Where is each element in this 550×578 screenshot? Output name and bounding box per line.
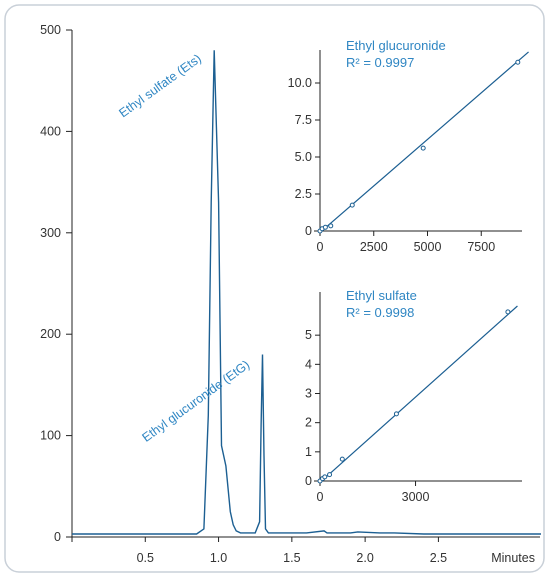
inset-etg-point: [322, 224, 328, 230]
inset-etg-y-ticks: 0 2.5 5.0 7.5 10.0: [288, 76, 320, 238]
inset-etg-y-tick-label: 10.0: [288, 76, 312, 90]
main-x-axis-label: Minutes: [491, 551, 535, 565]
main-y-tick-label: 100: [40, 429, 61, 443]
inset-etg-fit-line: [319, 51, 529, 233]
inset-etg-point: [515, 59, 521, 65]
inset-etg-point: [420, 145, 426, 151]
main-x-ticks: 0.5 1.0 1.5 2.0 2.5: [137, 537, 447, 565]
inset-etg-x-tick-label: 2500: [360, 240, 388, 254]
inset-ets-points: [317, 309, 511, 484]
main-y-tick-label: 500: [40, 23, 61, 37]
main-y-ticks: 0 100 200 300 400 500: [40, 23, 72, 544]
inset-ets-title: Ethyl sulfate: [346, 288, 417, 303]
main-y-tick-label: 200: [40, 327, 61, 341]
chromatogram-trace: [72, 50, 541, 535]
inset-ets-fit-line: [319, 305, 518, 483]
inset-etg-title: Ethyl glucuronide: [346, 38, 446, 53]
inset-etg-x-tick-label: 7500: [467, 240, 495, 254]
inset-calibration-etg: 0 2.5 5.0 7.5 10.0 0 2500 5000 7500 Ethyl glucu…: [288, 38, 529, 254]
inset-ets-y-tick-label: 5: [305, 328, 312, 342]
main-x-tick-label: 0.5: [137, 551, 154, 565]
inset-etg-y-tick-label: 7.5: [295, 113, 312, 127]
inset-etg-point: [328, 223, 334, 229]
inset-ets-y-ticks: 0 1 2 3 4 5: [305, 328, 320, 488]
inset-ets-point: [505, 309, 511, 315]
inset-ets-point: [393, 411, 399, 417]
inset-ets-y-tick-label: 4: [305, 357, 312, 371]
inset-etg-points: [317, 59, 521, 234]
inset-ets-y-tick-label: 2: [305, 416, 312, 430]
main-x-tick-label: 1.5: [283, 551, 300, 565]
inset-ets-point: [327, 472, 333, 478]
figure-frame: [4, 4, 545, 573]
main-y-tick-label: 400: [40, 124, 61, 138]
inset-ets-y-tick-label: 1: [305, 445, 312, 459]
inset-ets-r-squared: R² = 0.9998: [346, 305, 414, 320]
main-x-tick-label: 2.5: [430, 551, 447, 565]
inset-etg-r-squared: R² = 0.9997: [346, 55, 414, 70]
inset-ets-point: [322, 474, 328, 480]
inset-etg-point: [349, 202, 355, 208]
inset-calibration-ets: 0 1 2 3 4 5 0 3000 Ethyl sulfate R² = 0.9998: [305, 288, 522, 504]
inset-ets-y-tick-label: 0: [305, 474, 312, 488]
inset-ets-x-tick-label: 0: [317, 490, 324, 504]
inset-etg-x-tick-label: 5000: [414, 240, 442, 254]
inset-etg-y-tick-label: 2.5: [295, 187, 312, 201]
main-x-tick-label: 2.0: [356, 551, 373, 565]
main-y-tick-label: 300: [40, 226, 61, 240]
inset-etg-y-tick-label: 0: [305, 224, 312, 238]
inset-etg-y-tick-label: 5.0: [295, 150, 312, 164]
inset-ets-y-tick-label: 3: [305, 387, 312, 401]
inset-etg-x-tick-label: 0: [317, 240, 324, 254]
inset-etg-x-ticks: 0 2500 5000 7500: [317, 231, 495, 254]
main-x-tick-label: 1.0: [210, 551, 227, 565]
inset-ets-point: [339, 456, 345, 462]
main-y-tick-label: 0: [54, 530, 61, 544]
inset-ets-x-tick-label: 3000: [402, 490, 430, 504]
